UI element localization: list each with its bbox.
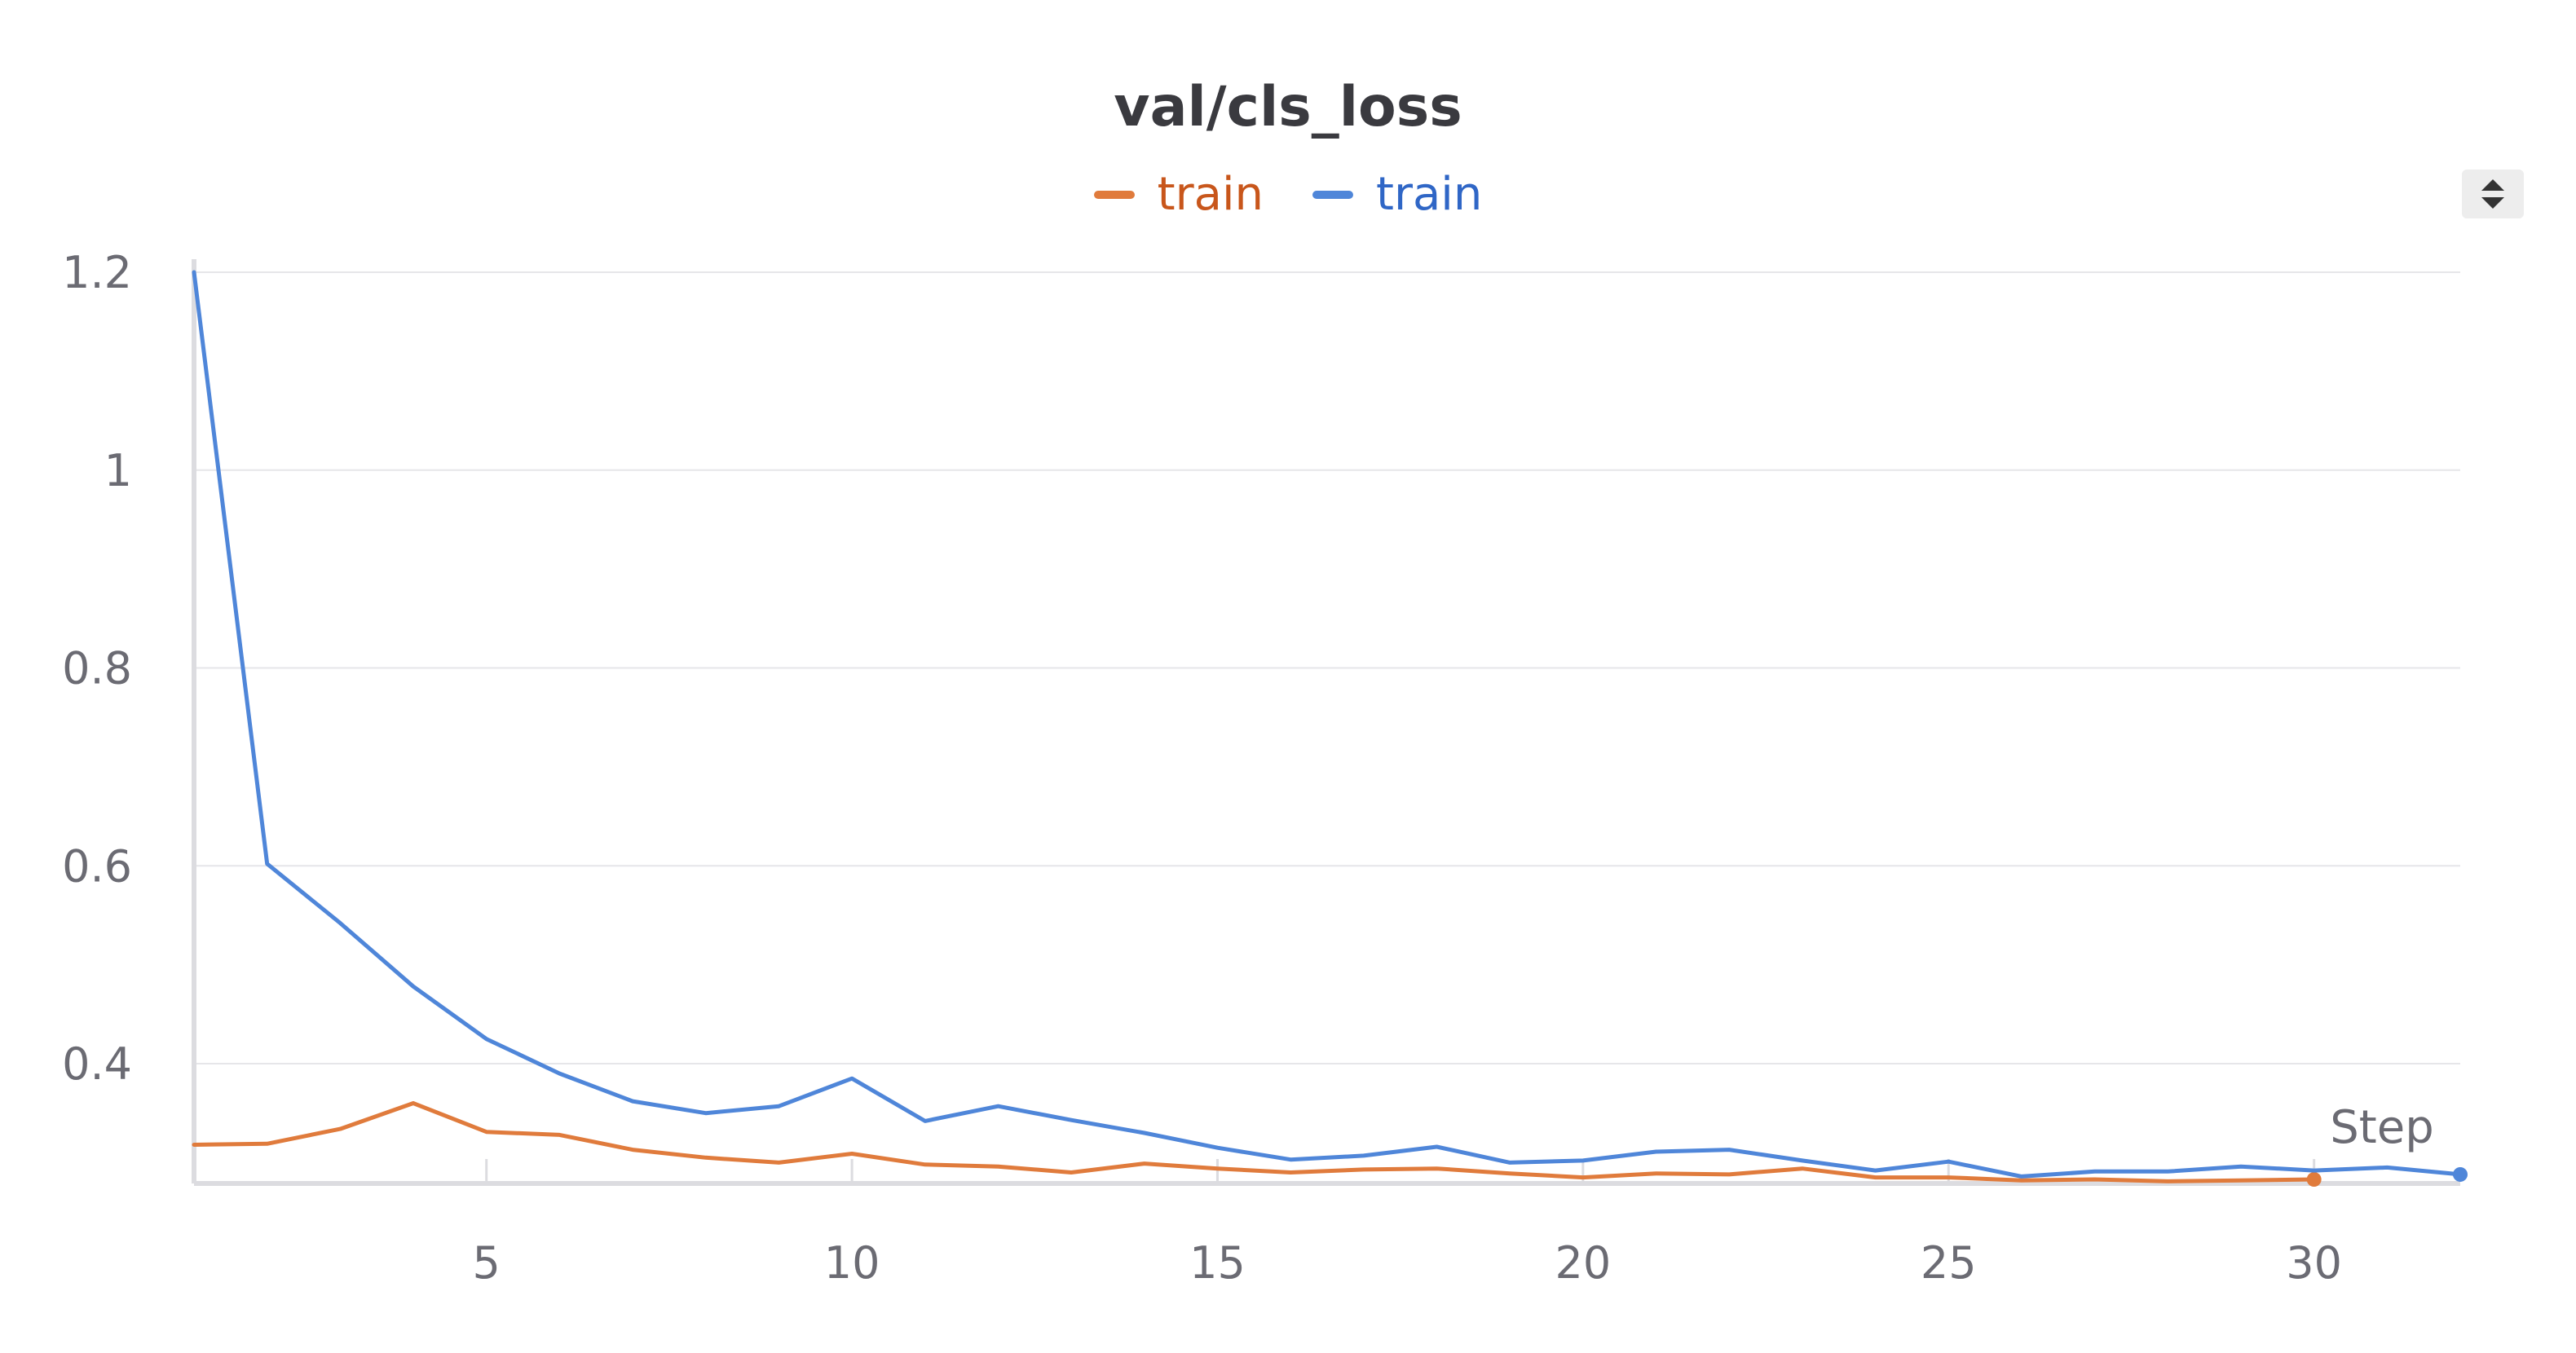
series-line-1[interactable] <box>192 1101 2317 1183</box>
x-tick-label: 25 <box>1921 1237 1977 1289</box>
sort-arrows-icon <box>2481 179 2504 209</box>
y-tick-label: 0.6 <box>62 840 132 892</box>
legend: train train <box>0 168 2576 221</box>
series-1-end-point <box>2306 1172 2322 1188</box>
y-tick-label: 0.4 <box>62 1038 132 1090</box>
legend-scroll-control[interactable] <box>2462 170 2524 218</box>
y-tick-label: 1 <box>104 445 132 496</box>
x-tick-label: 5 <box>473 1237 501 1289</box>
legend-swatch-series-2 <box>1312 190 1353 199</box>
y-tick-label: 1.2 <box>62 247 132 298</box>
legend-item-series-2[interactable]: train <box>1312 168 1482 221</box>
x-tick-label: 30 <box>2286 1237 2342 1289</box>
x-axis-label: Step <box>2330 1101 2434 1154</box>
legend-label-series-2: train <box>1376 168 1483 221</box>
y-tick-label: 0.8 <box>62 643 132 694</box>
x-tick-label: 10 <box>824 1237 880 1289</box>
legend-swatch-series-1 <box>1093 190 1135 199</box>
x-tick-label: 15 <box>1189 1237 1246 1289</box>
series-line-2[interactable] <box>192 270 2463 1179</box>
x-tick-label: 20 <box>1555 1237 1612 1289</box>
series-2-end-point <box>2453 1166 2468 1182</box>
legend-item-series-1[interactable]: train <box>1093 168 1264 221</box>
chart-title: val/cls_loss <box>1114 75 1462 139</box>
legend-label-series-1: train <box>1157 168 1264 221</box>
